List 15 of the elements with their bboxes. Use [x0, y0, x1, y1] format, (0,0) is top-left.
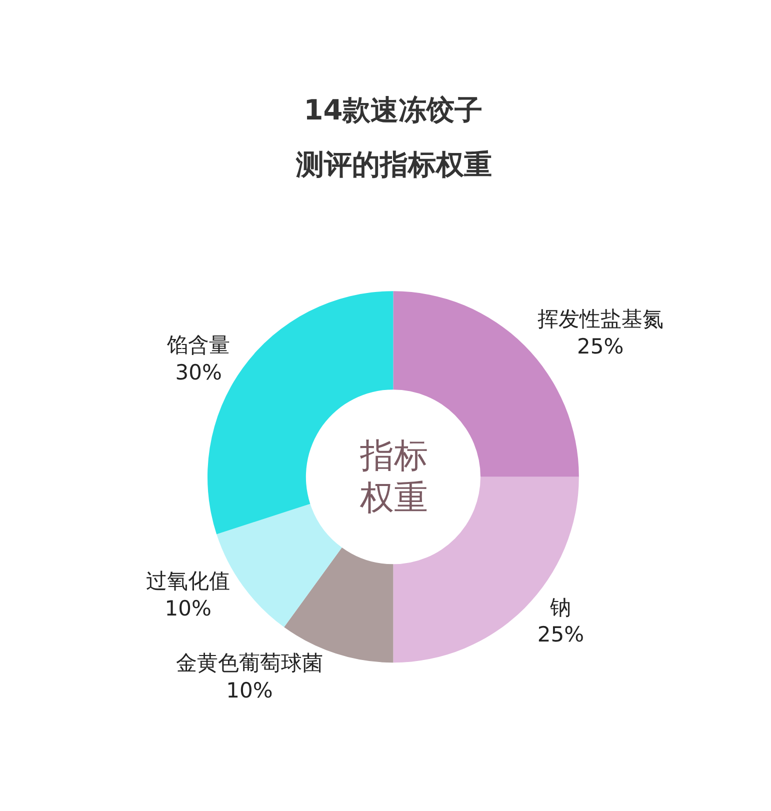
data-label: 25%: [577, 334, 624, 358]
slice-label: 钠: [549, 595, 572, 620]
text: 权重: [359, 478, 428, 518]
chart-subtitle: 测评的指标权重: [295, 148, 492, 181]
data-label: 30%: [175, 360, 222, 384]
slice-label: 金黄色葡萄球菌: [176, 651, 323, 676]
donut-slice: [393, 291, 579, 477]
data-label: 25%: [537, 622, 584, 647]
slice-label: 挥发性盐基氮: [537, 307, 664, 332]
chart-title: 14款速冻饺子: [304, 93, 483, 126]
data-label: 10%: [164, 596, 212, 621]
data-label: 10%: [226, 678, 273, 702]
slice-label: 馅含量: [166, 333, 230, 358]
slice-label: 过氧化值: [146, 569, 230, 594]
text: 指标: [359, 436, 428, 476]
